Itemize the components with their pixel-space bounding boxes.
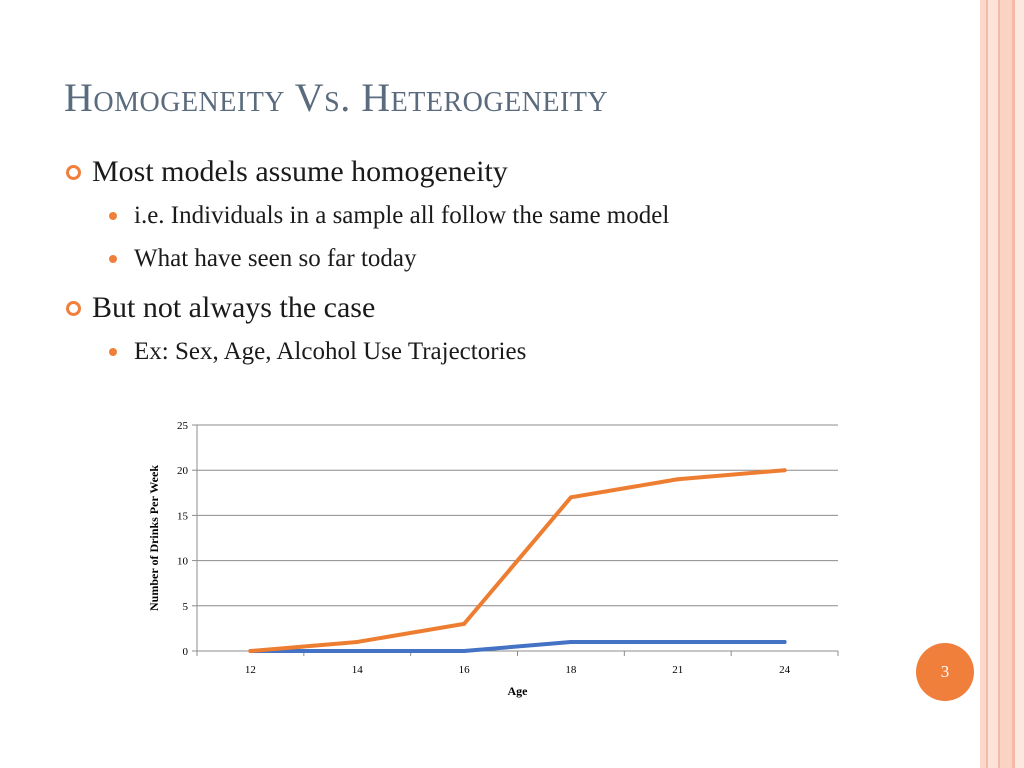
x-tick-label: 14 — [352, 664, 364, 676]
chart-svg: 0 5 10 15 20 25 12 14 16 18 21 24 Age Number of Drink… — [147, 420, 839, 698]
bullet-list: Most models assume homogeneity i.e. Indi… — [64, 152, 669, 381]
sub-bullet-item: Ex: Sex, Age, Alcohol Use Trajectories — [92, 330, 669, 373]
y-tick-label: 15 — [177, 510, 189, 522]
sub-bullet-list: i.e. Individuals in a sample all follow … — [92, 194, 669, 280]
y-tick-label: 0 — [183, 646, 189, 658]
x-tick-label: 24 — [779, 664, 791, 676]
data-point — [782, 468, 787, 473]
data-point — [355, 649, 360, 653]
data-point — [248, 649, 253, 653]
y-tick-label: 10 — [177, 556, 189, 568]
sub-bullet-list: Ex: Sex, Age, Alcohol Use Trajectories — [92, 330, 669, 373]
y-tick-label: 25 — [177, 420, 189, 432]
data-point — [462, 649, 467, 653]
x-tick-label: 12 — [245, 664, 256, 676]
data-point — [782, 639, 787, 644]
y-axis-label: Number of Drinks Per Week — [147, 465, 161, 611]
bullet-text: But not always the case — [92, 291, 376, 324]
sub-bullet-text: i.e. Individuals in a sample all follow … — [134, 202, 670, 229]
y-tick-label: 20 — [177, 465, 189, 477]
ring-bullet-icon — [66, 165, 81, 180]
line-chart: 0 5 10 15 20 25 12 14 16 18 21 24 Age Number of Drink… — [140, 414, 860, 714]
dot-bullet-icon — [109, 212, 117, 220]
x-tick-label: 21 — [672, 664, 683, 676]
bullet-text: Most models assume homogeneity — [92, 155, 508, 188]
decorative-side-stripes — [980, 0, 1024, 768]
data-point — [568, 495, 573, 500]
x-axis-label: Age — [508, 684, 529, 698]
bullet-item: But not always the case Ex: Sex, Age, Al… — [64, 288, 669, 373]
sub-bullet-text: What have seen so far today — [134, 245, 417, 272]
data-point — [675, 477, 680, 482]
slide-number-badge: 3 — [916, 643, 974, 701]
data-point — [462, 621, 467, 626]
x-tick-label: 16 — [459, 664, 471, 676]
y-tick-label: 5 — [183, 601, 189, 613]
sub-bullet-item: i.e. Individuals in a sample all follow … — [92, 194, 669, 237]
series-line — [248, 468, 787, 653]
data-point — [355, 639, 360, 644]
data-point — [675, 639, 680, 644]
bullet-item: Most models assume homogeneity i.e. Indi… — [64, 152, 669, 280]
series-line — [248, 639, 787, 653]
sub-bullet-text: Ex: Sex, Age, Alcohol Use Trajectories — [134, 338, 527, 365]
data-point — [568, 639, 573, 644]
ring-bullet-icon — [66, 301, 81, 316]
dot-bullet-icon — [109, 255, 117, 263]
sub-bullet-item: What have seen so far today — [92, 237, 669, 280]
x-tick-label: 18 — [565, 664, 577, 676]
slide-title: Homogeneity Vs. Heterogeneity — [64, 75, 609, 120]
dot-bullet-icon — [109, 348, 117, 356]
